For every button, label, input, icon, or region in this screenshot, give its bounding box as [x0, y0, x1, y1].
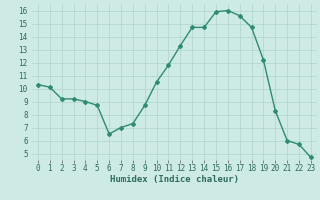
X-axis label: Humidex (Indice chaleur): Humidex (Indice chaleur): [110, 175, 239, 184]
